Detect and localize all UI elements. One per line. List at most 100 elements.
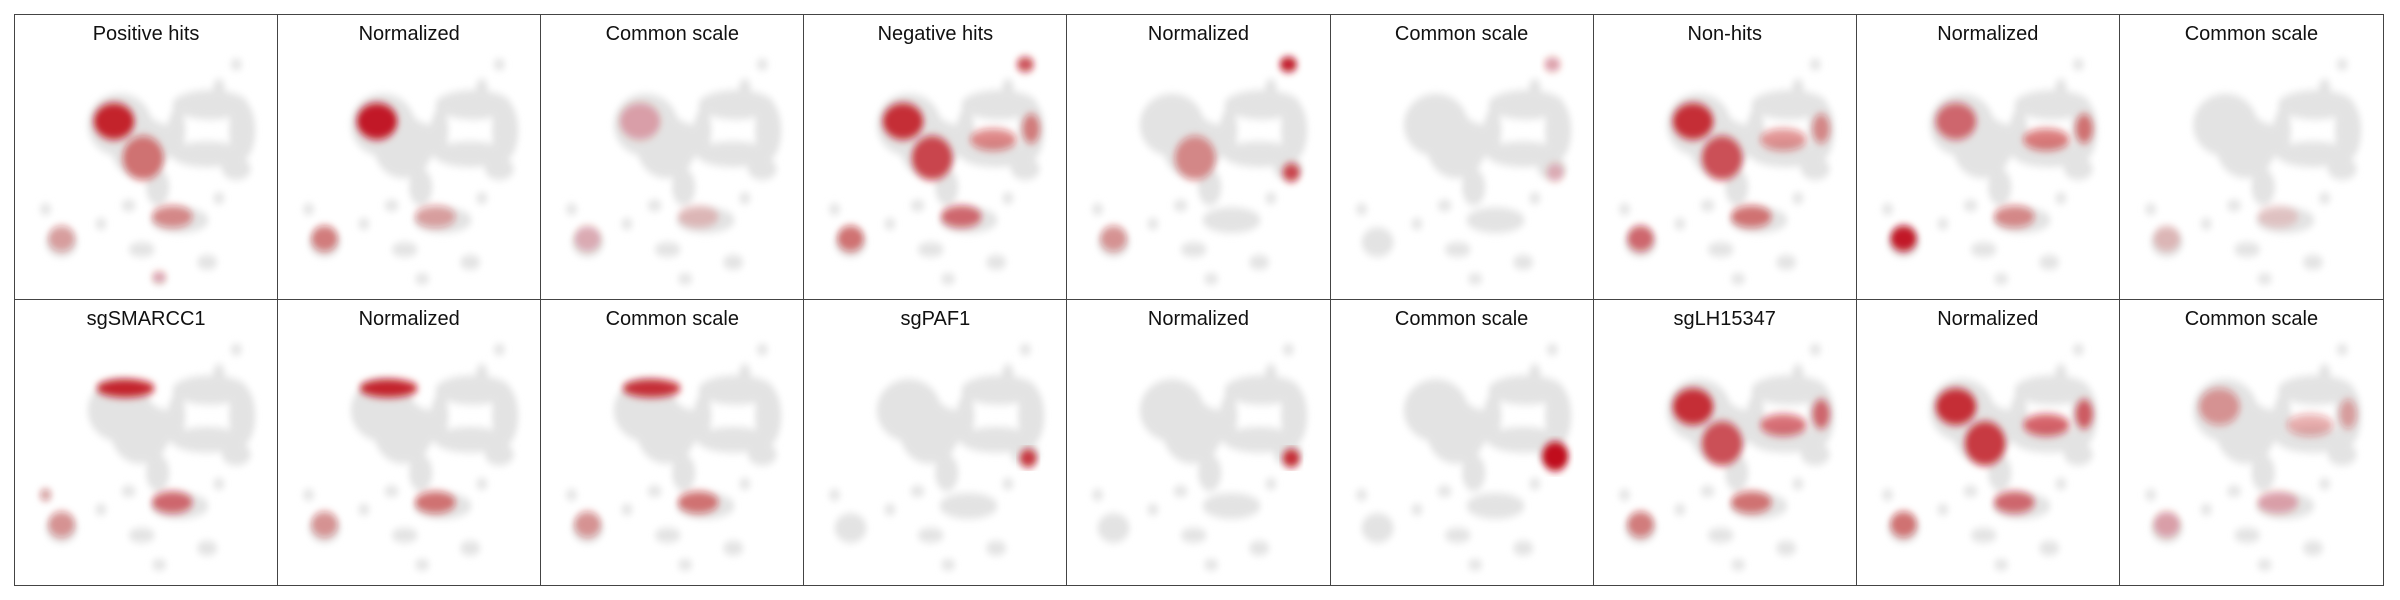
cell-density-blob xyxy=(2336,344,2348,356)
cell-density-blob xyxy=(1281,101,1308,160)
umap-plot xyxy=(565,58,782,285)
cell-density-blob xyxy=(121,200,136,212)
hit-region-right-bridge xyxy=(1812,399,1830,429)
umap-cell-cloud xyxy=(829,344,1045,571)
cell-density-blob xyxy=(391,242,418,257)
hit-region-upper-left-band xyxy=(622,379,682,398)
cell-density-blob xyxy=(1018,386,1045,446)
cell-density-blob xyxy=(230,344,243,356)
cell-density-blob xyxy=(756,344,769,356)
panel-title: Normalized xyxy=(1147,308,1250,330)
hit-density-layer xyxy=(1890,102,2093,252)
hit-region-top-right-blob xyxy=(1280,57,1298,72)
umap-cell-cloud xyxy=(2144,344,2362,571)
umap-panel: sgSMARCC1 xyxy=(15,300,279,585)
cell-density-blob xyxy=(1361,513,1394,543)
cell-density-blob xyxy=(2327,443,2357,466)
hit-region-far-left-cluster xyxy=(837,225,865,252)
cell-density-blob xyxy=(1881,203,1894,215)
hit-density-layer xyxy=(48,102,193,283)
umap-plot xyxy=(829,344,1045,571)
cell-density-blob xyxy=(2072,58,2084,70)
cell-density-blob xyxy=(1512,255,1533,270)
hit-region-far-left-cluster xyxy=(1100,225,1128,252)
cell-density-blob xyxy=(739,79,751,94)
hit-region-upper-left-band xyxy=(96,379,155,398)
cell-density-blob xyxy=(146,454,170,492)
cell-density-blob xyxy=(1483,393,1501,438)
cell-density-blob xyxy=(1963,485,1978,497)
cell-density-blob xyxy=(1098,513,1131,543)
cell-density-blob xyxy=(1249,255,1270,270)
cell-density-blob xyxy=(1544,101,1571,160)
umap-plot xyxy=(1618,344,1834,571)
cell-density-blob xyxy=(621,218,633,230)
cell-density-blob xyxy=(2054,364,2067,380)
umap-panel-grid: Positive hits Normalized Common scale Negat… xyxy=(14,14,2384,586)
cell-density-blob xyxy=(2327,157,2357,180)
cell-density-blob xyxy=(1987,168,2012,206)
cell-density-blob xyxy=(1791,364,1804,380)
umap-panel: Normalized xyxy=(1067,15,1331,300)
hit-region-lower-middle-band xyxy=(414,205,456,228)
hit-region-bottom-small-cluster xyxy=(151,271,167,283)
cell-density-blob xyxy=(1198,168,1222,206)
cell-density-blob xyxy=(1465,207,1525,234)
hit-region-lower-middle-band xyxy=(2257,205,2299,228)
umap-cell-cloud xyxy=(1092,344,1308,571)
cell-density-blob xyxy=(221,443,251,466)
cell-density-blob xyxy=(1987,454,2012,492)
cell-density-blob xyxy=(476,478,488,490)
hit-region-anterior-left-lobe xyxy=(356,102,398,140)
cell-density-blob xyxy=(1673,504,1686,516)
panel-title: Normalized xyxy=(1937,308,2039,330)
cell-density-blob xyxy=(1361,227,1394,257)
cell-density-blob xyxy=(433,141,507,168)
cell-density-blob xyxy=(2072,344,2084,356)
umap-plot xyxy=(302,58,519,285)
hit-density-layer xyxy=(39,379,193,538)
cell-density-blob xyxy=(1204,559,1219,571)
cell-density-blob xyxy=(460,255,481,270)
cell-density-blob xyxy=(2277,375,2354,405)
cell-density-blob xyxy=(1730,559,1746,571)
cell-density-blob xyxy=(1970,528,1997,543)
cell-density-blob xyxy=(755,101,782,160)
panel-title: Normalized xyxy=(358,308,460,330)
cell-density-blob xyxy=(1993,559,2009,571)
cell-density-blob xyxy=(1147,218,1160,230)
hit-region-right-bridge xyxy=(2339,399,2357,429)
cell-density-blob xyxy=(460,540,481,556)
cell-density-blob xyxy=(2063,443,2093,466)
hit-region-far-left-cluster xyxy=(1890,225,1917,252)
umap-cell-cloud xyxy=(565,58,782,285)
cell-density-blob xyxy=(1707,528,1734,543)
hit-region-right-bridge xyxy=(2022,128,2070,151)
hit-region-lower-middle-band xyxy=(1730,205,1772,228)
cell-density-blob xyxy=(678,273,693,285)
cell-density-blob xyxy=(986,255,1007,270)
hit-region-right-arm xyxy=(1546,163,1564,182)
cell-density-blob xyxy=(960,426,1033,453)
hit-region-upper-left-band xyxy=(359,379,418,398)
hit-region-left-center xyxy=(912,135,953,180)
cell-density-blob xyxy=(221,157,251,180)
hit-region-far-left-cluster xyxy=(48,511,75,538)
cell-density-blob xyxy=(1512,540,1533,556)
cell-density-blob xyxy=(1699,200,1715,212)
hit-region-far-left-cluster xyxy=(1890,511,1917,538)
umap-plot xyxy=(1355,344,1571,571)
cell-density-blob xyxy=(1881,489,1894,501)
cell-density-blob xyxy=(476,79,488,94)
cell-density-blob xyxy=(431,393,449,438)
cell-density-blob xyxy=(1486,141,1560,168)
cell-density-blob xyxy=(1355,203,1367,215)
hit-density-layer xyxy=(1627,102,1830,252)
panel-title: Normalized xyxy=(1147,23,1250,45)
cell-density-blob xyxy=(2334,101,2362,160)
umap-panel: Normalized xyxy=(1067,300,1331,585)
cell-density-blob xyxy=(384,200,399,212)
cell-density-blob xyxy=(1791,478,1804,490)
cell-density-blob xyxy=(2257,559,2272,571)
hit-region-anterior-left-lobe xyxy=(1935,102,1977,140)
